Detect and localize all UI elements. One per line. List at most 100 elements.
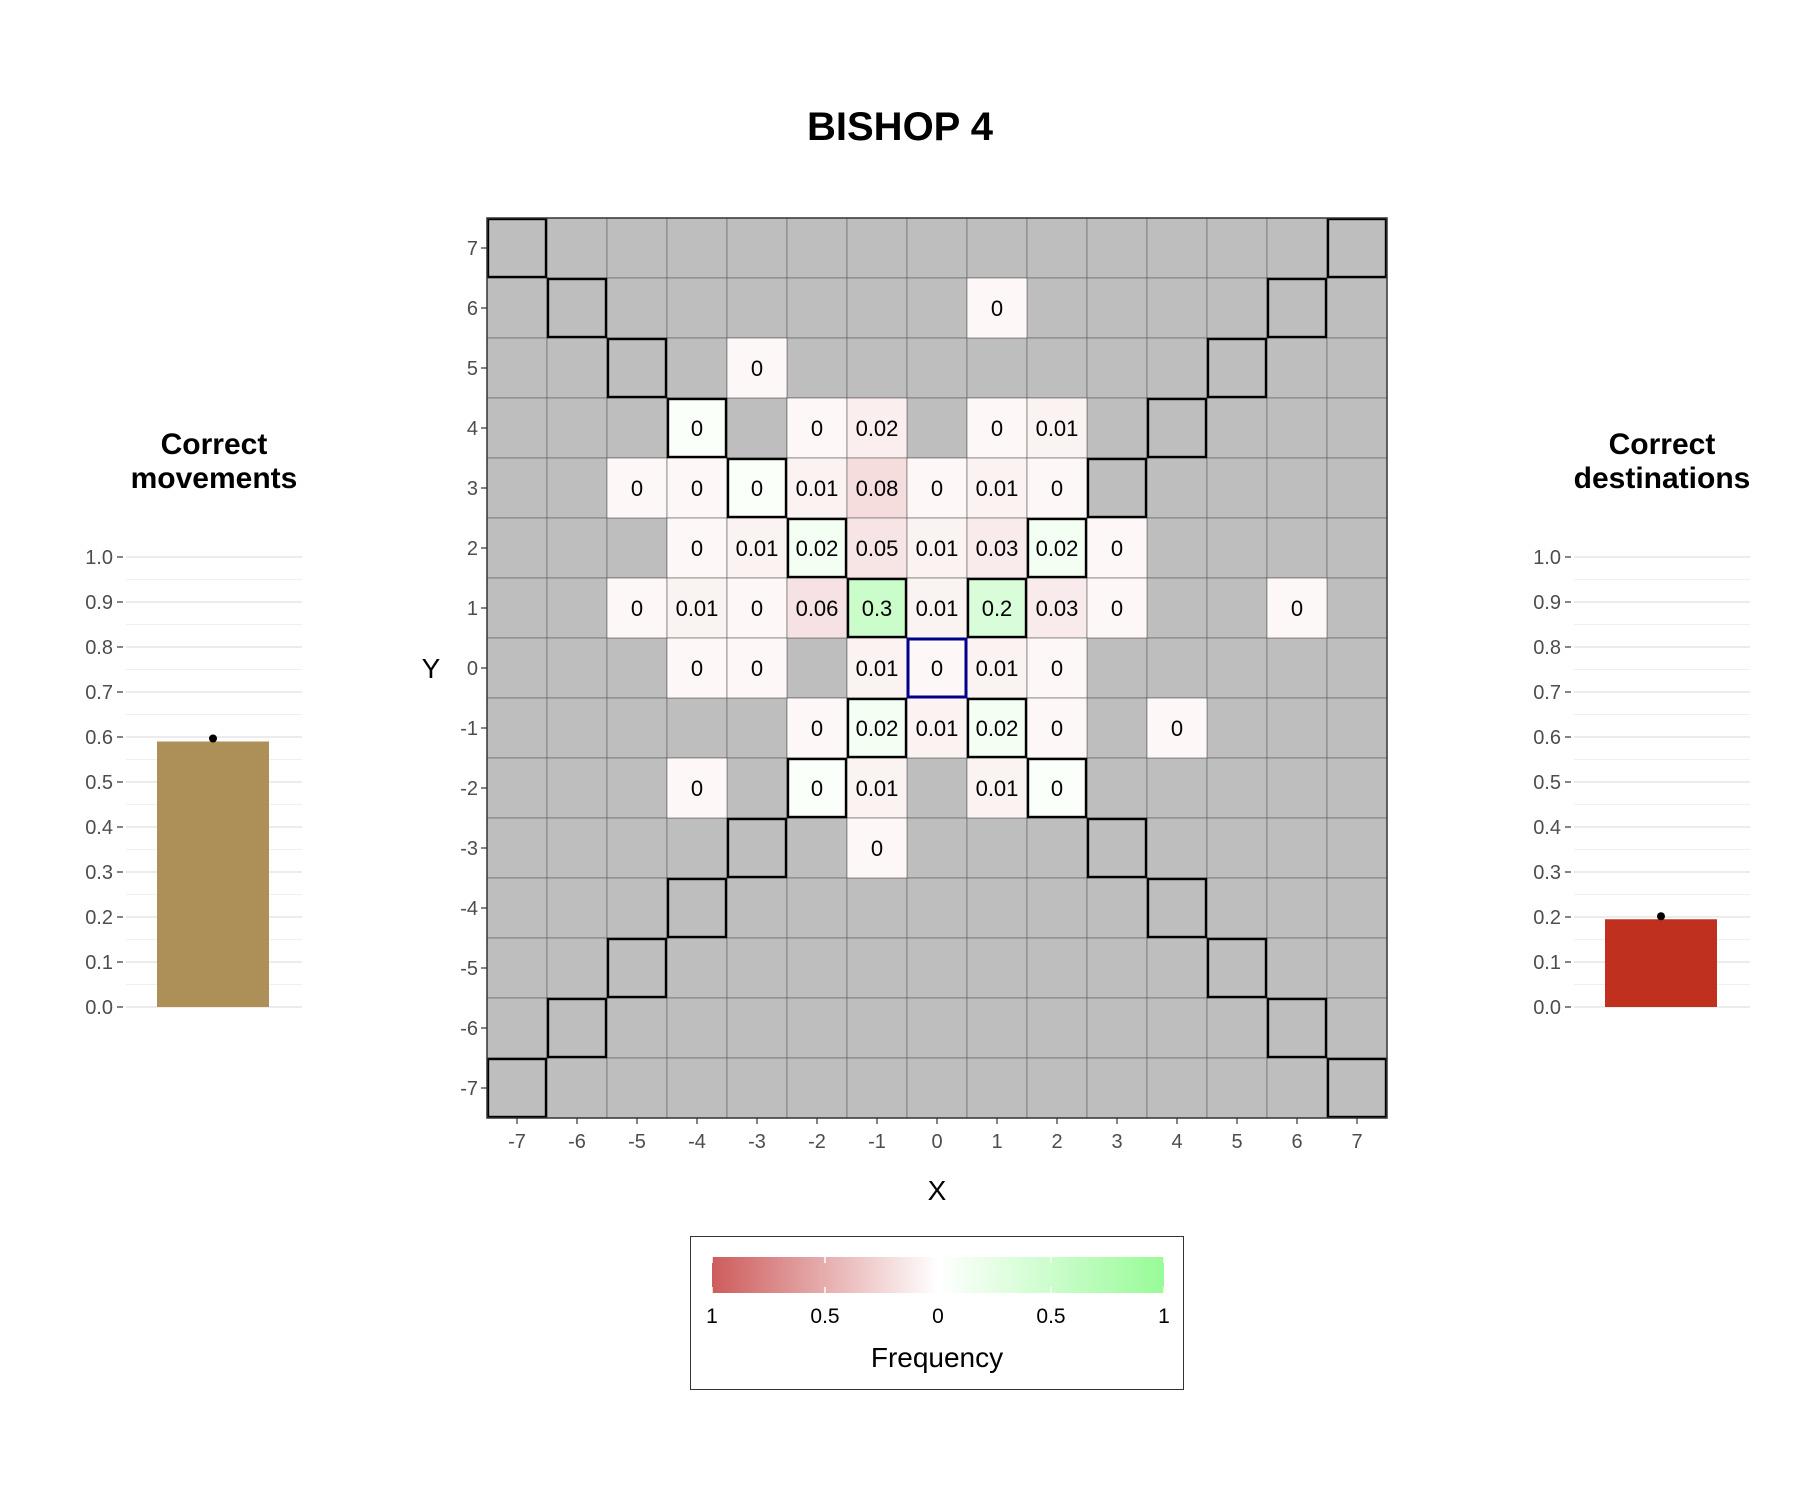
heat-cell [966,757,1028,819]
board-square [1206,217,1268,279]
correct-square-outline [726,817,788,879]
correct-square-outline [486,217,548,279]
y-tick-label: 0 [467,658,478,680]
board-square [546,577,608,639]
board-square [486,637,548,699]
board-square [1146,937,1208,999]
board-square [1146,1057,1208,1119]
board-square [546,937,608,999]
heat-cell [846,817,908,879]
heat-cell [966,457,1028,519]
cell-value-label: 0 [931,656,943,681]
board-square [1326,337,1388,399]
heat-cell [966,397,1028,459]
cell-value-label: 0 [811,716,823,741]
heat-cell [726,457,788,519]
board-square [786,277,848,339]
board-square [606,937,668,999]
board-square [1086,937,1148,999]
board-square [906,277,968,339]
heat-cell [966,277,1028,339]
board-square [786,997,848,1059]
board-square [1206,877,1268,939]
board-square [906,397,968,459]
board-square [1086,1057,1148,1119]
board-square [906,877,968,939]
board-square [486,997,548,1059]
cell-value-label: 0.06 [796,596,839,621]
y-tick-label: 0.8 [1533,637,1561,659]
board-square [606,1057,668,1119]
board-square [1146,637,1208,699]
y-tick-label: -5 [460,958,478,980]
bar [1605,919,1717,1007]
board-square [666,997,728,1059]
x-tick-label: -2 [808,1131,826,1153]
board-square [1326,577,1388,639]
cell-value-label: 0 [1051,656,1063,681]
y-tick-label: -1 [460,718,478,740]
board-square [1266,457,1328,519]
board-square [1266,697,1328,759]
cell-value-label: 0 [1051,476,1063,501]
board-square [666,877,728,939]
heat-cell [786,457,848,519]
board-square [906,937,968,999]
board-square [966,817,1028,879]
bar [157,741,269,1007]
board-square [1146,577,1208,639]
heat-cell [906,577,968,639]
cell-value-label: 0 [751,356,763,381]
cell-value-label: 0.03 [1036,596,1079,621]
board-square [1086,637,1148,699]
cell-value-label: 0 [751,596,763,621]
board-square [906,757,968,819]
y-tick-label: 0.1 [1533,952,1561,974]
y-tick-label: -3 [460,838,478,860]
board-square [1206,577,1268,639]
board-square [486,337,548,399]
board-square [546,217,608,279]
board-square [1086,697,1148,759]
heat-cell [666,637,728,699]
board-square [786,217,848,279]
cell-value-label: 0.02 [796,536,839,561]
board-square [1266,217,1328,279]
x-tick-label: -3 [748,1131,766,1153]
cell-value-label: 0 [691,476,703,501]
board-square [1146,517,1208,579]
correct-square-outline [1086,817,1148,879]
cell-value-label: 0.01 [736,536,779,561]
correct-square-outline [786,757,848,819]
board-square [486,457,548,519]
board-square [1146,397,1208,459]
cell-value-label: 0.01 [856,776,899,801]
board-square [1266,997,1328,1059]
heat-cell [786,757,848,819]
y-tick-label: 0.3 [1533,862,1561,884]
board-square [846,277,908,339]
colorbar-tick-label: 1 [1158,1305,1170,1328]
board-square [726,697,788,759]
board-square [1026,1057,1088,1119]
y-tick-label: -6 [460,1018,478,1040]
board-square [486,937,548,999]
cell-value-label: 0.02 [856,716,899,741]
cell-value-label: 0 [1111,536,1123,561]
board-square [546,397,608,459]
board-square [606,277,668,339]
board-square [606,397,668,459]
y-tick-label: 5 [467,358,478,380]
board-square [546,697,608,759]
cell-value-label: 0 [1291,596,1303,621]
colorbar-tick-label: 0.5 [1036,1305,1065,1328]
board-square [546,457,608,519]
correct-square-outline [1146,397,1208,459]
cell-value-label: 0.01 [976,776,1019,801]
y-tick-label: 0.0 [85,997,113,1019]
board-square [1146,337,1208,399]
correct-square-outline [1146,877,1208,939]
correct-square-outline [666,397,728,459]
correct-square-outline [1266,277,1328,339]
board-square [1206,757,1268,819]
